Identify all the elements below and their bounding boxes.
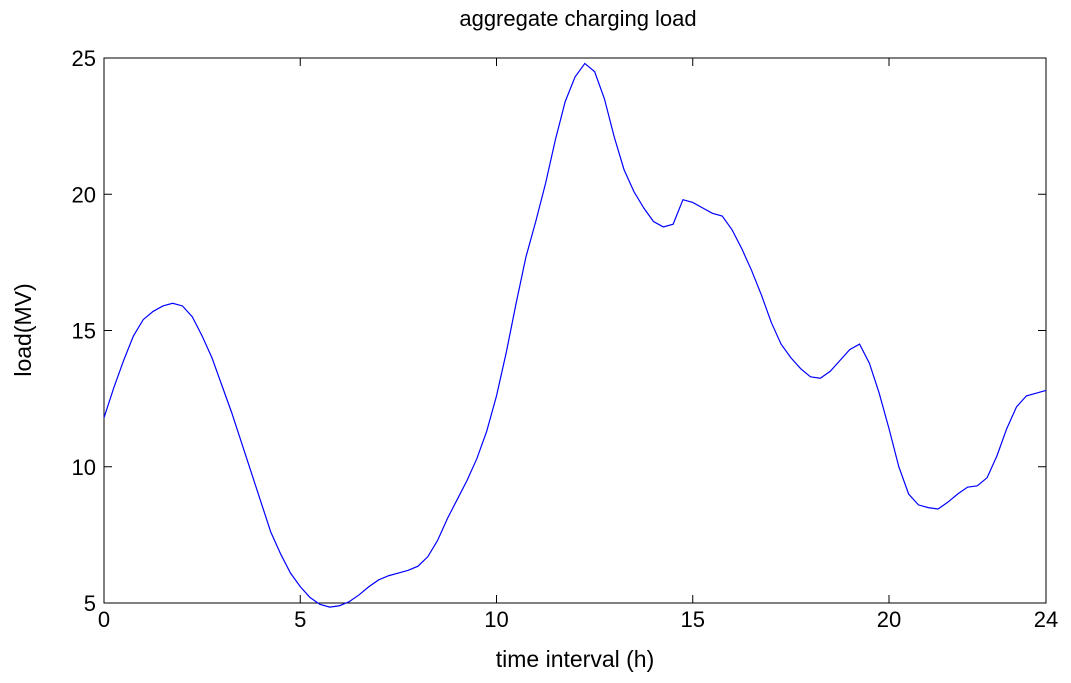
x-tick-label: 5 bbox=[294, 607, 306, 632]
x-tick-label: 10 bbox=[484, 607, 508, 632]
x-tick-label: 15 bbox=[681, 607, 705, 632]
y-tick-label: 20 bbox=[72, 182, 96, 207]
x-tick-label: 20 bbox=[877, 607, 901, 632]
x-axis-label: time interval (h) bbox=[496, 646, 654, 672]
y-axis-label: load(MV) bbox=[10, 283, 36, 376]
x-tick-label: 0 bbox=[98, 607, 110, 632]
y-tick-label: 25 bbox=[72, 46, 96, 71]
axis-ticks bbox=[103, 57, 1047, 604]
plot-area bbox=[103, 57, 1047, 604]
y-tick-label: 10 bbox=[72, 455, 96, 480]
chart-title: aggregate charging load bbox=[459, 6, 696, 31]
x-tick-label: 24 bbox=[1034, 607, 1058, 632]
y-tick-label: 5 bbox=[84, 591, 96, 616]
y-tick-label: 15 bbox=[72, 319, 96, 344]
series-line bbox=[103, 62, 1047, 608]
